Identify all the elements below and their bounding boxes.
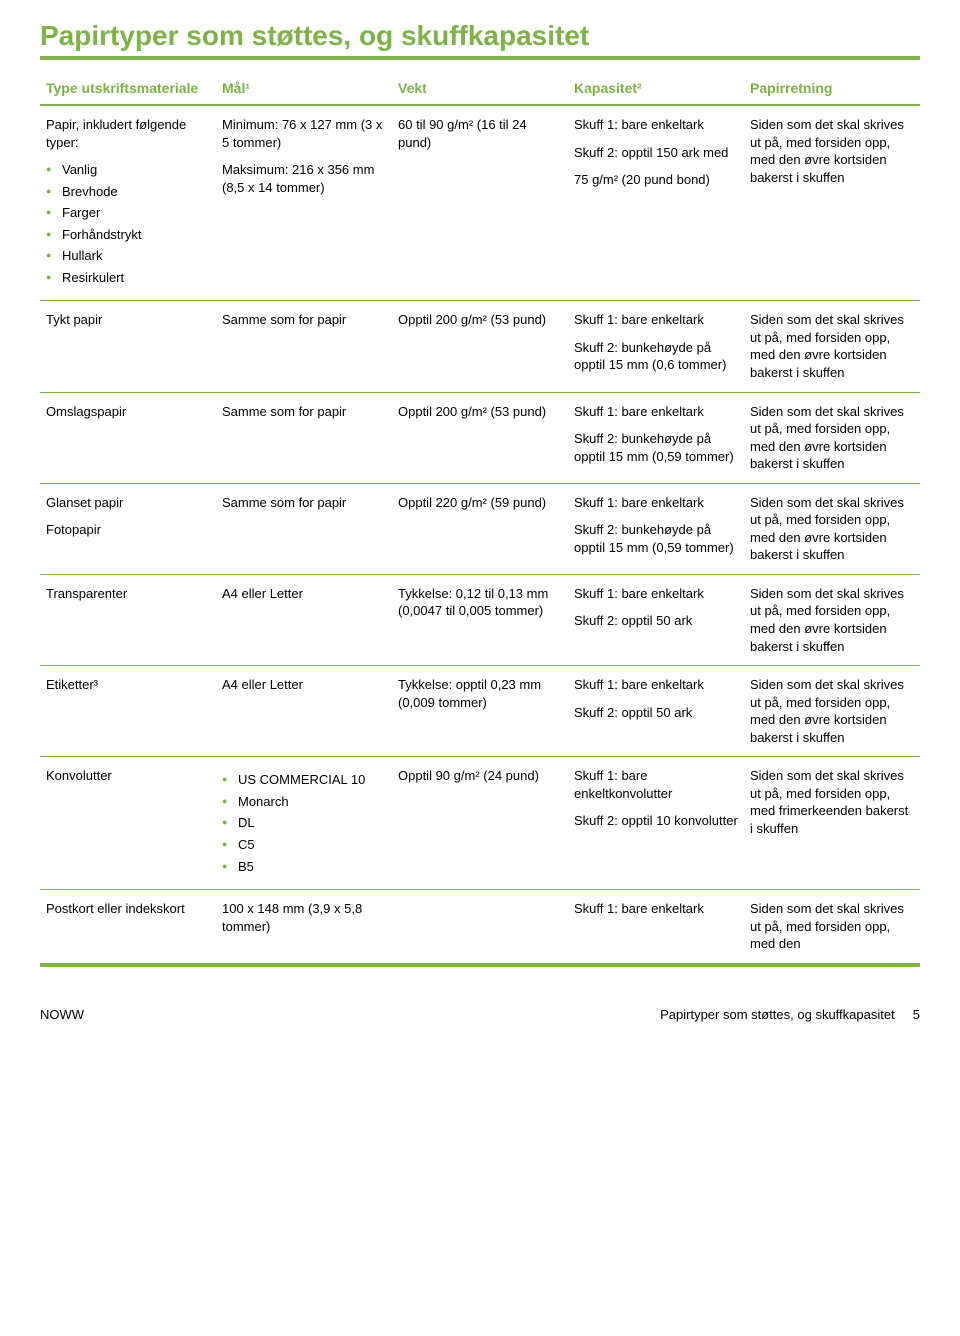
page-title: Papirtyper som støttes, og skuffkapasite… [40,20,920,60]
cell-text: Skuff 1: bare enkeltkonvolutter [574,767,738,802]
cell-text: Skuff 1: bare enkeltark [574,676,738,694]
cell-text: Opptil 200 g/m² (53 pund) [392,392,568,483]
cell-text: Skuff 1: bare enkeltark [574,494,738,512]
cell-text: 75 g/m² (20 pund bond) [574,171,738,189]
cell-text: Minimum: 76 x 127 mm (3 x 5 tommer) [222,116,386,151]
cell-text: Tykkelse: 0,12 til 0,13 mm (0,0047 til 0… [392,574,568,665]
header-type: Type utskriftsmateriale [40,72,216,105]
cell-text: Siden som det skal skrives ut på, med fo… [744,392,920,483]
list-item: C5 [222,836,386,854]
cell-text: A4 eller Letter [216,574,392,665]
list-item: Farger [46,204,210,222]
cell-text: 100 x 148 mm (3,9 x 5,8 tommer) [216,890,392,965]
table-row: Konvolutter US COMMERCIAL 10 Monarch DL … [40,757,920,890]
cell-text: Siden som det skal skrives ut på, med fo… [750,116,914,186]
cell-text: Skuff 2: bunkehøyde på opptil 15 mm (0,6… [574,339,738,374]
list-item: Vanlig [46,161,210,179]
cell-text: Transparenter [40,574,216,665]
cell-text: Samme som for papir [216,392,392,483]
cell-text: Etiketter³ [40,666,216,757]
cell-text: Opptil 220 g/m² (59 pund) [392,483,568,574]
table-row: Postkort eller indekskort 100 x 148 mm (… [40,890,920,965]
paper-types-table: Type utskriftsmateriale Mål¹ Vekt Kapasi… [40,72,920,967]
header-capacity: Kapasitet² [568,72,744,105]
cell-text: Opptil 200 g/m² (53 pund) [392,301,568,392]
list-item: B5 [222,858,386,876]
cell-text: Tykkelse: opptil 0,23 mm (0,009 tommer) [392,666,568,757]
cell-text: A4 eller Letter [216,666,392,757]
cell-text: Skuff 1: bare enkeltark [568,890,744,965]
page-footer: NOWW Papirtyper som støttes, og skuffkap… [40,1007,920,1022]
header-weight: Vekt [392,72,568,105]
table-row: Papir, inkludert følgende typer: Vanlig … [40,105,920,301]
cell-text: Skuff 1: bare enkeltark [574,311,738,329]
cell-text: Skuff 1: bare enkeltark [574,116,738,134]
table-row: Tykt papir Samme som for papir Opptil 20… [40,301,920,392]
cell-text: Siden som det skal skrives ut på, med fo… [744,574,920,665]
list-item: US COMMERCIAL 10 [222,771,386,789]
cell-text: Konvolutter [40,757,216,890]
cell-text: Samme som for papir [216,301,392,392]
list-item: Brevhode [46,183,210,201]
table-row: Omslagspapir Samme som for papir Opptil … [40,392,920,483]
list-item: Monarch [222,793,386,811]
cell-text: Skuff 2: bunkehøyde på opptil 15 mm (0,5… [574,430,738,465]
cell-text: Siden som det skal skrives ut på, med fo… [744,890,920,965]
cell-text: Fotopapir [46,521,210,539]
cell-text: Skuff 2: opptil 50 ark [574,704,738,722]
cell-text: Tykt papir [40,301,216,392]
footer-left: NOWW [40,1007,84,1022]
cell-text: Glanset papir [46,494,210,512]
cell-text: Skuff 2: bunkehøyde på opptil 15 mm (0,5… [574,521,738,556]
cell-text: Opptil 90 g/m² (24 pund) [392,757,568,890]
cell-text: Skuff 2: opptil 150 ark med [574,144,738,162]
header-direction: Papirretning [744,72,920,105]
table-row: Glanset papir Fotopapir Samme som for pa… [40,483,920,574]
cell-text: Postkort eller indekskort [40,890,216,965]
paper-intro: Papir, inkludert følgende typer: [46,116,210,151]
list-item: Resirkulert [46,269,210,287]
cell-text: Siden som det skal skrives ut på, med fo… [744,483,920,574]
cell-text: Maksimum: 216 x 356 mm (8,5 x 14 tommer) [222,161,386,196]
cell-text: Skuff 2: opptil 50 ark [574,612,738,630]
cell-text: Siden som det skal skrives ut på, med fo… [744,666,920,757]
cell-text: Skuff 1: bare enkeltark [574,585,738,603]
cell-text: Samme som for papir [216,483,392,574]
cell-text: Skuff 1: bare enkeltark [574,403,738,421]
footer-right-title: Papirtyper som støttes, og skuffkapasite… [660,1007,895,1022]
cell-text: Omslagspapir [40,392,216,483]
table-row: Transparenter A4 eller Letter Tykkelse: … [40,574,920,665]
list-item: DL [222,814,386,832]
cell-text: Skuff 2: opptil 10 konvolutter [574,812,738,830]
cell-text: Siden som det skal skrives ut på, med fo… [744,301,920,392]
table-row: Etiketter³ A4 eller Letter Tykkelse: opp… [40,666,920,757]
list-item: Forhåndstrykt [46,226,210,244]
cell-text: Siden som det skal skrives ut på, med fo… [744,757,920,890]
cell-text: 60 til 90 g/m² (16 til 24 pund) [398,116,562,151]
list-item: Hullark [46,247,210,265]
page-number: 5 [913,1007,920,1022]
header-dim: Mål¹ [216,72,392,105]
